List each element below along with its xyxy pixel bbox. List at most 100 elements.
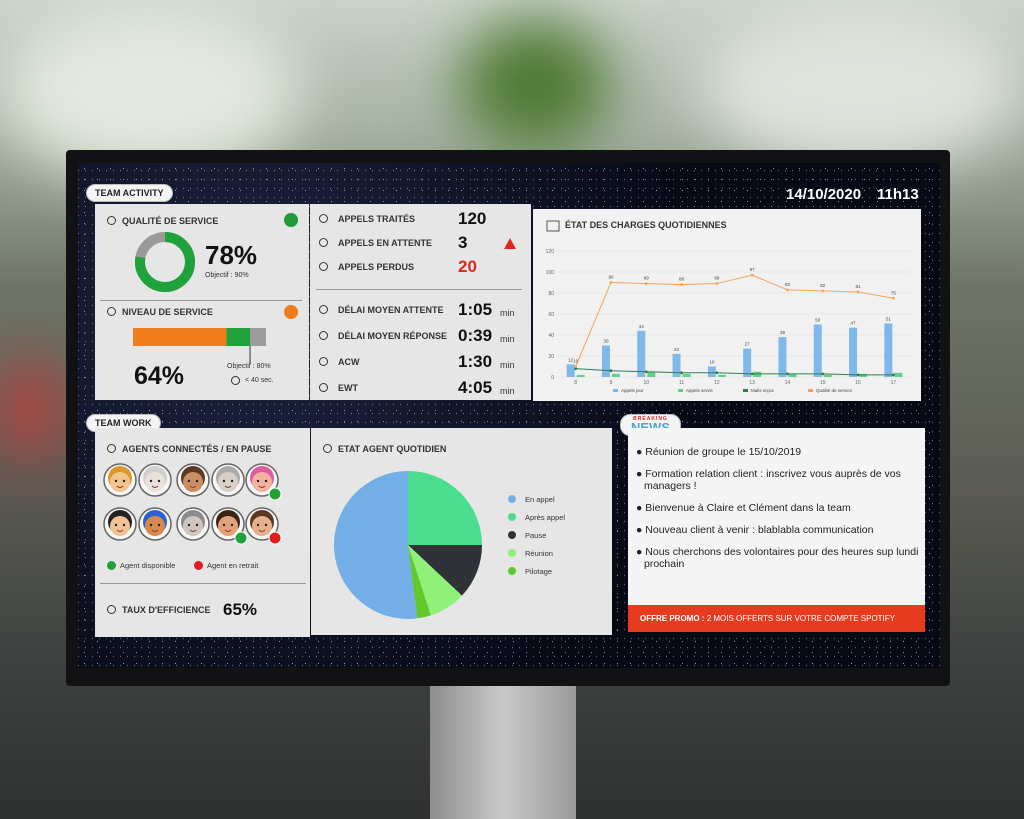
legend-label: Agent disponible <box>120 561 176 570</box>
value-label: 51 <box>886 316 892 321</box>
bar <box>133 328 227 346</box>
stat-value: 20 <box>458 257 477 276</box>
legend-label: Agent en retrait <box>207 561 259 570</box>
bg-chair <box>0 360 60 460</box>
point <box>750 273 754 277</box>
legend-swatch <box>743 389 748 392</box>
bar <box>647 371 656 377</box>
value-label: 83 <box>785 282 791 287</box>
bar <box>672 353 681 377</box>
point <box>609 369 613 373</box>
legend-label: Appels servis <box>686 388 714 393</box>
value-label: 27 <box>745 342 751 347</box>
avatar-eye <box>264 479 268 483</box>
status-dot <box>234 531 248 545</box>
point <box>680 283 683 286</box>
legend-label: Appels jour <box>621 388 644 393</box>
bar <box>601 345 610 377</box>
avatar-face <box>252 472 272 492</box>
stat-label: APPELS TRAITÉS <box>338 214 416 224</box>
icon <box>319 262 328 271</box>
pie-slice <box>408 471 482 545</box>
stat-value: 3 <box>458 233 468 252</box>
separator <box>100 300 302 301</box>
objective: Objectif : 90% <box>205 272 249 279</box>
bar <box>778 337 787 377</box>
avatar-eye <box>230 523 234 527</box>
icon <box>319 383 328 392</box>
bar <box>682 373 691 377</box>
status-dot <box>268 531 282 545</box>
avatar-eye <box>187 523 191 527</box>
legend-label: Réunion <box>525 549 553 558</box>
point <box>715 282 719 285</box>
avatar-face <box>218 472 238 492</box>
avatar-eye <box>256 479 260 483</box>
avatar-mouth <box>258 529 266 532</box>
icon <box>107 307 116 316</box>
legend-swatch <box>508 495 516 503</box>
value-label: 22 <box>674 347 680 352</box>
y-tick-label: 80 <box>548 291 554 297</box>
bar <box>813 324 822 377</box>
icon <box>231 376 240 385</box>
bg-plant <box>460 20 610 150</box>
y-tick-label: 0 <box>551 375 554 381</box>
x-tick-label: 9 <box>610 380 613 386</box>
point <box>644 370 648 374</box>
avatar-face <box>145 472 165 492</box>
bar <box>884 323 893 377</box>
bar <box>707 366 716 377</box>
legend-swatch <box>613 389 618 392</box>
point <box>644 282 648 285</box>
bar <box>717 374 726 377</box>
quality-donut <box>135 232 195 292</box>
bar <box>637 330 646 377</box>
avatar-mouth <box>116 485 124 488</box>
point <box>891 296 895 300</box>
avatar-eye <box>187 479 191 483</box>
bar <box>611 373 620 377</box>
value-label: 10 <box>709 360 715 365</box>
bar <box>859 373 868 377</box>
legend-label: En appel <box>525 495 555 504</box>
x-tick-label: 14 <box>785 380 791 386</box>
quality-panel <box>95 204 309 400</box>
value-label: 44 <box>639 324 645 329</box>
value-label: 10 <box>573 359 579 364</box>
avatar-eye <box>222 479 226 483</box>
point <box>856 290 860 294</box>
bar <box>576 374 585 377</box>
status-dot <box>284 213 298 227</box>
stand <box>430 680 576 819</box>
promo-bar: OFFRE PROMO : 2 MOIS OFFERTS SUR VOTRE C… <box>628 605 925 632</box>
status-dot <box>268 487 282 501</box>
bar <box>788 373 797 377</box>
legend-swatch <box>508 549 516 557</box>
objective: Objectif : 80% <box>227 363 271 370</box>
value-label: 82 <box>820 283 826 288</box>
value-label: 89 <box>644 276 650 281</box>
x-tick-label: 15 <box>820 380 826 386</box>
avatar-eye <box>195 479 199 483</box>
avatar-face <box>183 472 203 492</box>
bar <box>566 364 575 377</box>
y-tick-label: 120 <box>546 249 555 255</box>
avatar-mouth <box>224 529 232 532</box>
panel-title: QUALITÉ DE SERVICE <box>122 216 219 226</box>
icon <box>319 214 328 223</box>
avatar-face <box>110 472 130 492</box>
legend-swatch <box>808 389 813 392</box>
panel-title: ETAT AGENT QUOTIDIEN <box>338 444 447 454</box>
avatar-eye <box>122 523 126 527</box>
pie-slice <box>334 471 418 619</box>
x-tick-label: 10 <box>643 380 649 386</box>
avatar-mouth <box>151 529 159 532</box>
icon <box>319 238 328 247</box>
bar <box>849 327 858 377</box>
legend-swatch <box>508 531 516 539</box>
value-label: 81 <box>856 284 862 289</box>
value-label: 12 <box>568 357 574 362</box>
stat-unit: min <box>500 308 515 318</box>
value-label: 38 <box>780 330 786 335</box>
